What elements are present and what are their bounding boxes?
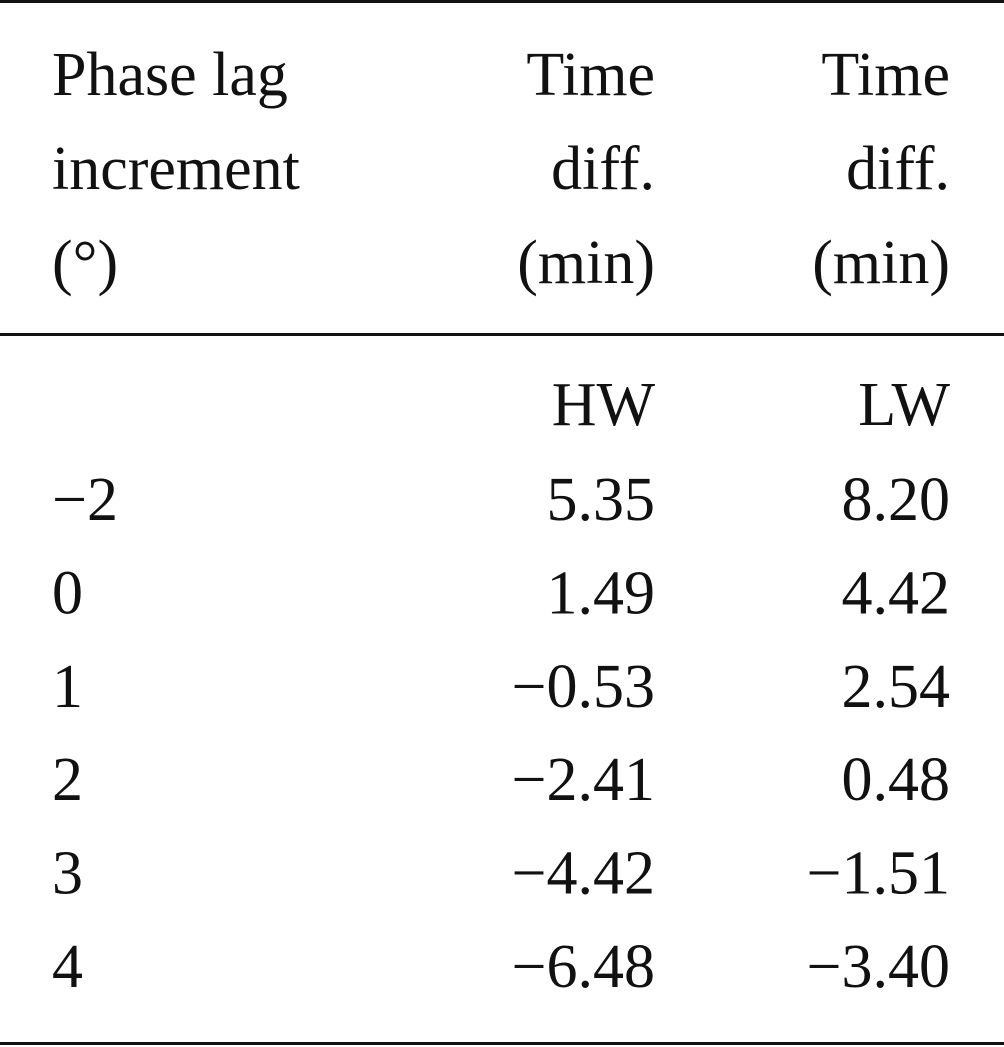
header-cell: (min) <box>517 229 655 297</box>
table-cell: 2 <box>52 746 83 814</box>
table-cell: −4.42 <box>512 840 655 908</box>
subheader-cell: HW <box>552 371 656 439</box>
header-cell: (min) <box>812 229 950 297</box>
table-cell: 2.54 <box>842 653 951 721</box>
table-cell: 4.42 <box>842 559 951 627</box>
table-cell: −3.40 <box>807 933 950 1001</box>
table-cell: −6.48 <box>512 933 655 1001</box>
header-cell: diff. <box>551 135 655 203</box>
table-cell: −2 <box>52 466 118 534</box>
header-cell: Time <box>526 41 655 109</box>
bottom-rule <box>0 1042 1004 1045</box>
mid-rule <box>0 333 1004 336</box>
top-rule <box>0 0 1004 3</box>
header-cell: increment <box>52 135 300 203</box>
table-cell: 0.48 <box>842 746 951 814</box>
table-cell: 1 <box>52 653 83 721</box>
table-cell: 1.49 <box>547 559 656 627</box>
table-cell: −2.41 <box>512 746 655 814</box>
table-cell: −0.53 <box>512 653 655 721</box>
table-cell: 8.20 <box>842 466 951 534</box>
header-cell: diff. <box>846 135 950 203</box>
table-cell: 3 <box>52 840 83 908</box>
subheader-cell: LW <box>858 371 950 439</box>
header-cell: Phase lag <box>52 41 288 109</box>
header-cell: (°) <box>52 229 118 297</box>
table-cell: 0 <box>52 559 83 627</box>
table-cell: 5.35 <box>547 466 656 534</box>
table-cell: −1.51 <box>807 840 950 908</box>
table-cell: 4 <box>52 933 83 1001</box>
header-cell: Time <box>821 41 950 109</box>
